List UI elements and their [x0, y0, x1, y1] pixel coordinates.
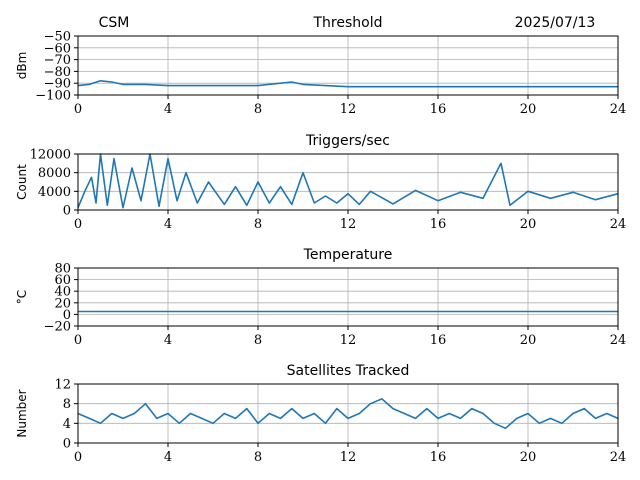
y-tick-label: 8000	[38, 166, 71, 181]
y-tick-label: −50	[44, 30, 71, 45]
x-tick-label: 8	[254, 333, 262, 348]
series-line	[77, 80, 618, 88]
x-tick-label: 8	[254, 217, 262, 232]
x-tick-label: 4	[164, 217, 172, 232]
y-tick-label: −90	[44, 77, 71, 92]
x-tick-label: 0	[74, 102, 82, 117]
x-tick-label: 0	[74, 450, 82, 465]
x-tick-label: 12	[340, 102, 357, 117]
y-axis-label: °C	[15, 290, 29, 304]
y-tick-label: 0	[63, 204, 71, 219]
panel-4: 0 4 8 12 16 20 24 0 4 8 12 Satellites Tracked Number	[15, 363, 626, 465]
x-tick-label: 24	[610, 333, 627, 348]
x-tick-label: 16	[430, 102, 447, 117]
x-tick-label: 0	[74, 333, 82, 348]
y-tick-label: −20	[44, 320, 71, 335]
y-tick-label: −80	[44, 65, 71, 80]
chart-title: Satellites Tracked	[287, 363, 410, 379]
y-tick-label: 12	[54, 378, 71, 393]
y-tick-label: 8	[63, 397, 71, 412]
y-tick-label: 80	[54, 262, 71, 277]
x-tick-label: 4	[164, 333, 172, 348]
y-tick-label: 40	[54, 285, 71, 300]
chart-title: Triggers/sec	[305, 133, 390, 149]
panel-2: 0 4 8 12 16 20 24 0 4000 8000 12000 Triggers/sec Cou…	[15, 133, 626, 232]
y-tick-label: 4	[63, 417, 71, 432]
x-tick-label: 20	[520, 450, 537, 465]
y-axis-label: dBm	[15, 52, 29, 80]
x-tick-label: 20	[520, 333, 537, 348]
x-tick-label: 4	[164, 450, 172, 465]
y-tick-label: 20	[54, 296, 71, 311]
x-tick-label: 20	[520, 217, 537, 232]
y-tick-label: 0	[63, 437, 71, 452]
x-tick-label: 16	[430, 217, 447, 232]
x-tick-label: 12	[340, 450, 357, 465]
x-tick-label: 8	[254, 450, 262, 465]
header-right: 2025/07/13	[515, 15, 596, 31]
x-tick-label: 24	[610, 102, 627, 117]
header-left: CSM	[99, 15, 130, 31]
y-tick-label: −60	[44, 41, 71, 56]
x-tick-label: 12	[340, 333, 357, 348]
series-line	[77, 398, 619, 430]
x-tick-label: 24	[610, 217, 627, 232]
x-tick-label: 8	[254, 102, 262, 117]
y-tick-label: −100	[35, 89, 71, 104]
x-tick-label: 0	[74, 217, 82, 232]
x-tick-label: 4	[164, 102, 172, 117]
x-tick-label: 12	[340, 217, 357, 232]
y-tick-label: 0	[63, 308, 71, 323]
y-tick-label: 12000	[30, 148, 71, 163]
x-tick-label: 16	[430, 450, 447, 465]
y-tick-label: 60	[54, 273, 71, 288]
x-tick-label: 20	[520, 102, 537, 117]
series-line	[77, 153, 619, 209]
y-axis-label: Count	[15, 164, 29, 200]
x-tick-label: 24	[610, 450, 627, 465]
chart-title: Temperature	[303, 247, 393, 263]
y-axis-label: Number	[15, 389, 29, 437]
x-tick-label: 16	[430, 333, 447, 348]
y-tick-label: 4000	[38, 185, 71, 200]
y-tick-label: −70	[44, 53, 71, 68]
panel-1: 0 4 8 12 16 20 24 −50−60−70−80−90−100 Threshold d…	[15, 15, 626, 117]
chart-title: Threshold	[313, 15, 383, 31]
